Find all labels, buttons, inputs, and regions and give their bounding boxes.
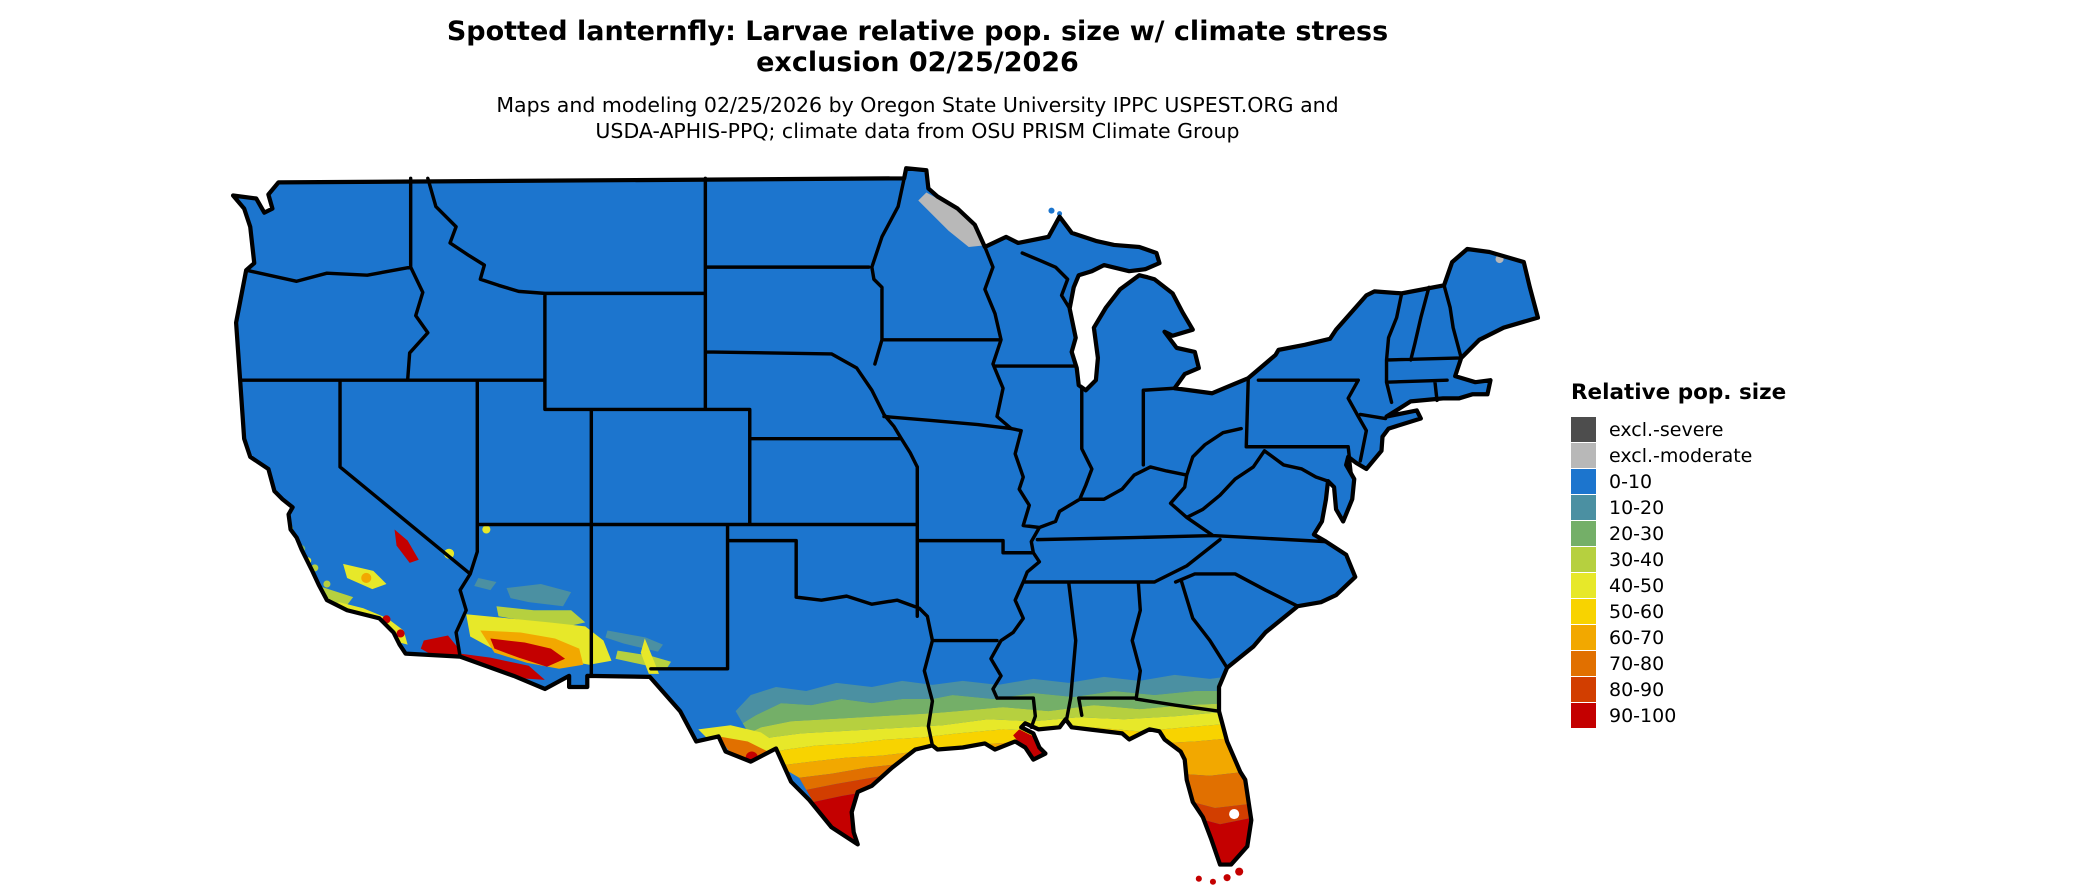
legend-item: 50-60	[1571, 599, 1901, 624]
chart-title: Spotted lanternfly: Larvae relative pop.…	[310, 16, 1525, 78]
legend-item: 20-30	[1571, 521, 1901, 546]
legend-item-label: 30-40	[1609, 548, 1665, 571]
legend-swatch	[1571, 521, 1596, 546]
title-line-2: exclusion 02/25/2026	[756, 47, 1079, 78]
legend-title: Relative pop. size	[1571, 380, 1787, 405]
legend-item-label: 0-10	[1609, 470, 1653, 493]
map-zone-excl-moderate-minnesota	[918, 192, 988, 247]
legend-item-label: 20-30	[1609, 522, 1665, 545]
legend-swatch	[1571, 417, 1596, 442]
legend-item: excl.-severe	[1571, 417, 1901, 442]
legend-item-label: 50-60	[1609, 600, 1665, 623]
us-map-svg	[230, 166, 1541, 885]
map-fill-layer	[233, 168, 1538, 865]
state-borders	[238, 176, 1463, 748]
chart-subtitle: Maps and modeling 02/25/2026 by Oregon S…	[310, 92, 1525, 144]
subtitle-line-1: Maps and modeling 02/25/2026 by Oregon S…	[496, 93, 1339, 117]
title-line-1: Spotted lanternfly: Larvae relative pop.…	[446, 16, 1389, 47]
legend-items: excl.-severe excl.-moderate 0-10 10-20 20-30…	[1571, 417, 1901, 728]
legend-item: 90-100	[1571, 703, 1901, 728]
legend-item: 60-70	[1571, 625, 1901, 650]
legend-swatch	[1571, 573, 1596, 598]
lake-okeechobee	[1229, 809, 1240, 820]
legend-swatch	[1571, 625, 1596, 650]
legend-item: 40-50	[1571, 573, 1901, 598]
legend-item: excl.-moderate	[1571, 443, 1901, 468]
nation-outline	[230, 166, 1541, 867]
legend-swatch	[1571, 703, 1596, 728]
legend-item: 30-40	[1571, 547, 1901, 572]
isle-royale	[1048, 207, 1063, 217]
map-zone-30-40	[311, 564, 1234, 744]
legend-item-label: 60-70	[1609, 626, 1665, 649]
legend-item-label: excl.-severe	[1609, 418, 1724, 441]
legend-swatch	[1571, 469, 1596, 494]
map-zone-0-10	[233, 168, 1538, 865]
legend-item-label: excl.-moderate	[1609, 444, 1753, 467]
legend-item: 0-10	[1571, 469, 1901, 494]
legend-item-label: 80-90	[1609, 678, 1665, 701]
legend-item-label: 10-20	[1609, 496, 1665, 519]
map-zone-10-20	[474, 577, 1234, 724]
us-choropleth-map	[226, 164, 1548, 890]
legend-item-label: 90-100	[1609, 704, 1677, 727]
legend: Relative pop. size excl.-severe excl.-mod…	[1571, 380, 1901, 729]
legend-swatch	[1571, 495, 1596, 520]
legend-swatch	[1571, 677, 1596, 702]
legend-item-label: 40-50	[1609, 574, 1665, 597]
legend-swatch	[1571, 547, 1596, 572]
legend-item: 80-90	[1571, 677, 1901, 702]
legend-item: 70-80	[1571, 651, 1901, 676]
legend-swatch	[1571, 443, 1596, 468]
legend-item-label: 70-80	[1609, 652, 1665, 675]
subtitle-line-2: USDA-APHIS-PPQ; climate data from OSU PR…	[595, 119, 1240, 143]
legend-swatch	[1571, 599, 1596, 624]
legend-swatch	[1571, 651, 1596, 676]
florida-keys	[1195, 867, 1244, 885]
legend-item: 10-20	[1571, 495, 1901, 520]
